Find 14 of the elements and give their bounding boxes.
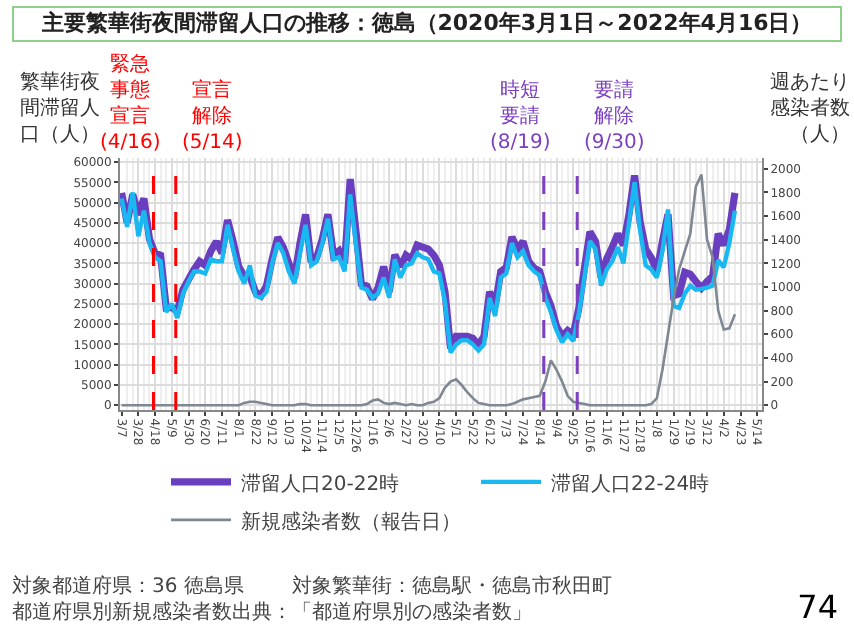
ref-line-label: 時短要請(8/19) — [490, 78, 551, 154]
legend-label: 滞留人口22-24時 — [551, 471, 710, 496]
text: 対象都道府県：36 徳島県 — [12, 576, 244, 598]
ref-line-label: 緊急事態宣言(4/16) — [100, 52, 161, 154]
ref-line-label: 要請解除(9/30) — [584, 78, 645, 154]
legend-label: 滞留人口20-22時 — [241, 471, 400, 496]
text: 74 — [797, 588, 838, 626]
text: 対象繁華街：徳島駅・徳島市秋田町 — [291, 576, 612, 598]
ref-line-label: 宣言解除(5/14) — [182, 78, 243, 154]
y2-axis-title: 週あたり感染者数（人） — [770, 72, 850, 146]
chart-title: 主要繁華街夜間滞留人口の推移：徳島（2020年3月1日～2022年4月16日） — [12, 6, 842, 42]
text: 都道府県別新規感染者数出典：「都道府県別の感染者数」 — [12, 602, 532, 624]
y-axis-title: 繁華街夜間滞留人口（人） — [20, 70, 100, 146]
legend-label: 新規感染者数（報告日） — [241, 509, 461, 534]
